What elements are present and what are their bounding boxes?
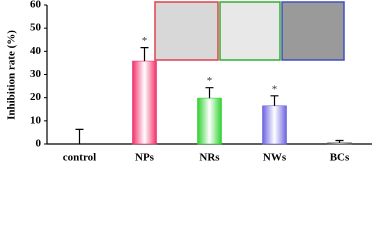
x-tick-label: NPs: [135, 152, 155, 164]
y-tick-label: 20: [30, 91, 42, 103]
y-tick-label: 40: [30, 45, 42, 57]
inset-np-image: [154, 1, 219, 61]
bar: [327, 142, 352, 145]
bar: [132, 60, 157, 145]
y-tick-label: 10: [30, 114, 42, 126]
error-bar: [140, 47, 149, 62]
x-tick-label: control: [63, 152, 96, 164]
significance-marker: *: [142, 35, 148, 47]
significance-marker: *: [272, 83, 278, 95]
error-bar: [335, 139, 344, 143]
y-axis-title: Inhibition rate (%): [6, 30, 18, 120]
x-tick-label: NWs: [263, 152, 287, 164]
x-tick-label: BCs: [330, 152, 350, 164]
chart: Inhibition rate (%) 0 10 20 30 40 50 60 control…: [6, 0, 372, 164]
y-tick-label: 60: [30, 0, 42, 11]
error-bar: [270, 95, 279, 106]
x-tick-label: NRs: [199, 152, 220, 164]
y-tick-label: 50: [30, 22, 42, 34]
error-bar: [205, 87, 214, 99]
y-tick-label: 30: [30, 68, 42, 80]
inset-nw-image: [281, 1, 345, 61]
page: {"chart_data": {"type": "bar", "ylabel":…: [5, 0, 372, 164]
bar: [262, 105, 287, 145]
error-bar: [75, 128, 84, 144]
significance-marker: *: [207, 75, 213, 87]
y-tick-label: 0: [36, 138, 42, 150]
inset-nr-image: [219, 1, 281, 61]
inset-images: [154, 1, 345, 61]
bar: [197, 97, 222, 145]
